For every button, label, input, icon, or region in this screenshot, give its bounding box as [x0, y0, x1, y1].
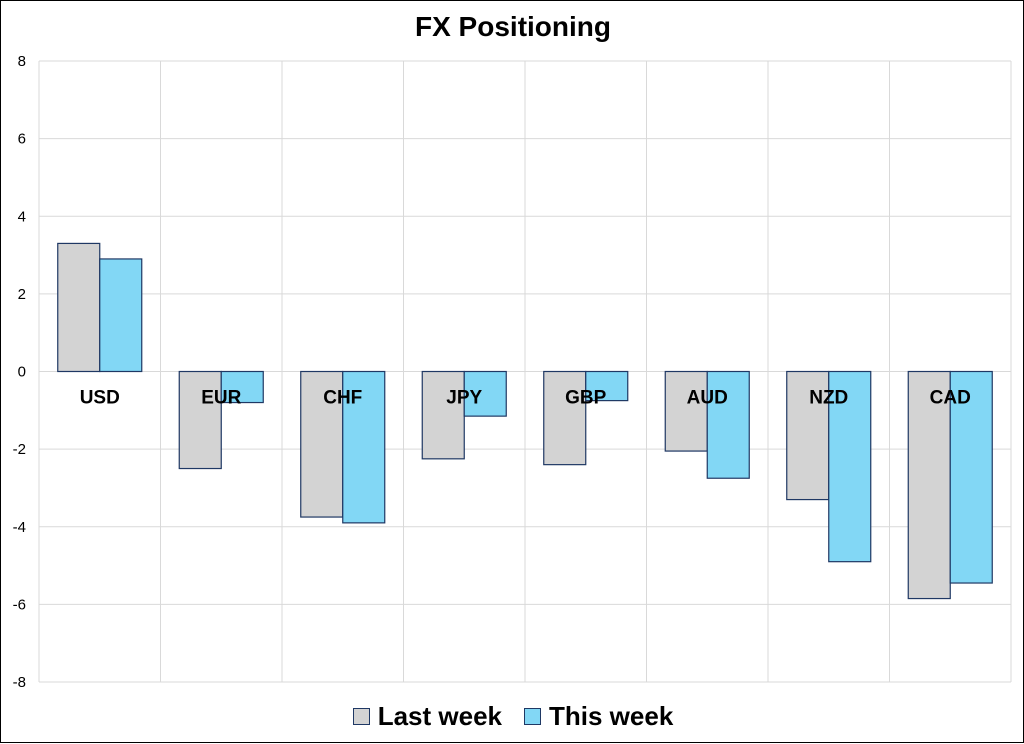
category-label-chf: CHF [323, 388, 362, 409]
bar-usd-last-week [57, 242, 101, 373]
bar-gbp-last-week [543, 370, 587, 466]
category-label-gbp: GBP [565, 388, 607, 409]
bar-chf-this-week [342, 370, 386, 524]
bar-nzd-last-week [786, 370, 830, 501]
legend-swatch-last-week [352, 708, 370, 725]
category-label-eur: EUR [201, 388, 241, 409]
y-tick-label: -8 [13, 674, 26, 691]
category-label-aud: AUD [687, 388, 728, 409]
bar-gbp-this-week [585, 370, 629, 402]
bar-eur-this-week [220, 370, 264, 404]
y-tick-label: 2 [18, 286, 26, 303]
category-label-usd: USD [80, 388, 120, 409]
bar-aud-last-week [664, 370, 708, 452]
category-label-cad: CAD [930, 388, 971, 409]
legend-item-this-week: This week [524, 701, 673, 732]
legend: Last week This week [1, 701, 1024, 732]
bar-nzd-this-week [828, 370, 872, 563]
legend-swatch-this-week [524, 708, 541, 725]
y-tick-label: 6 [18, 131, 26, 148]
y-tick-label: 0 [18, 364, 26, 381]
bar-jpy-this-week [463, 370, 507, 417]
labels: 8 6 4 2 0 -2 -4 -6 -8 USD EUR CHF JPY GBP AUD NZD CAD [13, 53, 971, 691]
chart-title: FX Positioning [415, 11, 611, 42]
y-tick-label: -4 [13, 519, 26, 536]
bar-chf-last-week [300, 370, 344, 518]
y-tick-label: 8 [18, 53, 26, 70]
bar-eur-last-week [178, 370, 222, 470]
legend-label-last-week: Last week [377, 701, 502, 731]
legend-label-this-week: This week [549, 701, 674, 731]
grid-lines [38, 60, 1012, 683]
bars [57, 242, 993, 600]
category-label-jpy: JPY [446, 388, 482, 409]
bar-jpy-last-week [421, 370, 465, 460]
category-label-nzd: NZD [809, 388, 848, 409]
bar-cad-this-week [949, 370, 993, 584]
y-tick-label: -6 [13, 596, 26, 613]
y-tick-label: 4 [18, 208, 26, 225]
y-tick-label: -2 [13, 441, 26, 458]
bar-aud-this-week [706, 370, 750, 479]
bar-usd-this-week [99, 258, 143, 373]
legend-item-last-week: Last week [352, 701, 502, 732]
bar-cad-last-week [907, 370, 951, 600]
